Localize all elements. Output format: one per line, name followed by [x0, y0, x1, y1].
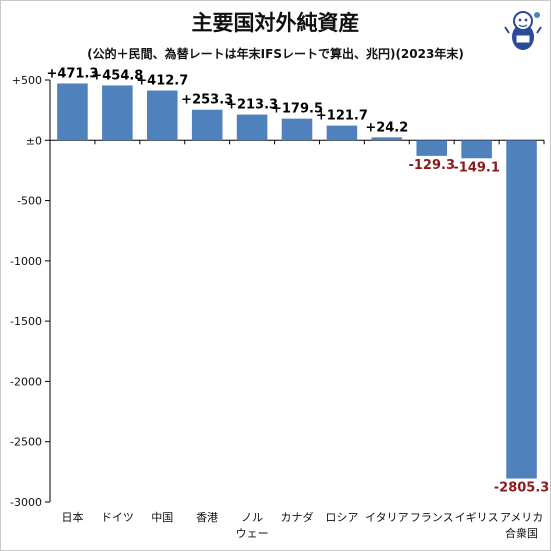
bar [147, 90, 178, 141]
x-tick-label: フランス [410, 511, 454, 524]
data-label: +412.7 [136, 74, 188, 89]
data-label: +179.5 [271, 102, 323, 117]
data-label: -149.1 [453, 160, 500, 175]
data-label: +454.8 [91, 68, 143, 83]
x-tick-label: ウェー [236, 527, 269, 540]
bar [461, 140, 492, 159]
chart-subtitle: (公的＋民間、為替レートは年末IFSレートで算出、兆円)(2023年末) [87, 47, 464, 61]
bar [102, 85, 133, 141]
bar [281, 118, 313, 141]
x-tick-label: 日本 [61, 510, 83, 524]
bar [191, 109, 223, 141]
y-tick-label: -3000 [10, 496, 42, 509]
x-tick-label: イタリア [365, 511, 409, 524]
bar [326, 125, 358, 141]
x-tick-label: ノル [241, 511, 263, 524]
x-tick-label: イギリス [455, 511, 499, 524]
bar [236, 114, 268, 141]
x-tick-label: 中国 [151, 511, 173, 524]
data-label: +253.3 [181, 93, 233, 108]
y-tick-label: -1000 [10, 255, 42, 268]
y-tick-label: ±0 [26, 134, 42, 147]
bar [371, 137, 403, 141]
bar [57, 83, 88, 141]
x-tick-label: カナダ [281, 510, 314, 524]
bar [416, 140, 447, 156]
y-tick-label: +500 [12, 74, 42, 87]
chart-title: 主要国対外純資産 [191, 11, 360, 35]
bar [506, 140, 537, 479]
x-tick-label: アメリカ [500, 511, 543, 524]
data-label: -2805.3 [494, 481, 550, 496]
x-tick-label: ドイツ [101, 511, 134, 524]
y-tick-label: -500 [17, 195, 42, 208]
y-tick-label: -2000 [10, 375, 42, 388]
x-tick-label: 合衆国 [505, 526, 538, 540]
x-tick-label: ロシア [325, 511, 358, 524]
y-tick-label: -2500 [10, 436, 42, 449]
mascot-logo [504, 11, 542, 50]
x-tick-label: 香港 [196, 511, 218, 524]
data-label: +471.3 [46, 66, 98, 81]
data-label: +213.3 [226, 98, 278, 113]
y-tick-label: -1500 [10, 315, 42, 328]
data-label: -129.3 [408, 158, 455, 173]
data-label: +24.2 [365, 120, 408, 135]
data-label: +121.7 [316, 109, 368, 124]
